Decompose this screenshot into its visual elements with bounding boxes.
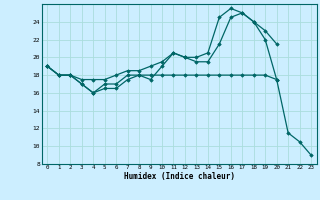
- X-axis label: Humidex (Indice chaleur): Humidex (Indice chaleur): [124, 172, 235, 181]
